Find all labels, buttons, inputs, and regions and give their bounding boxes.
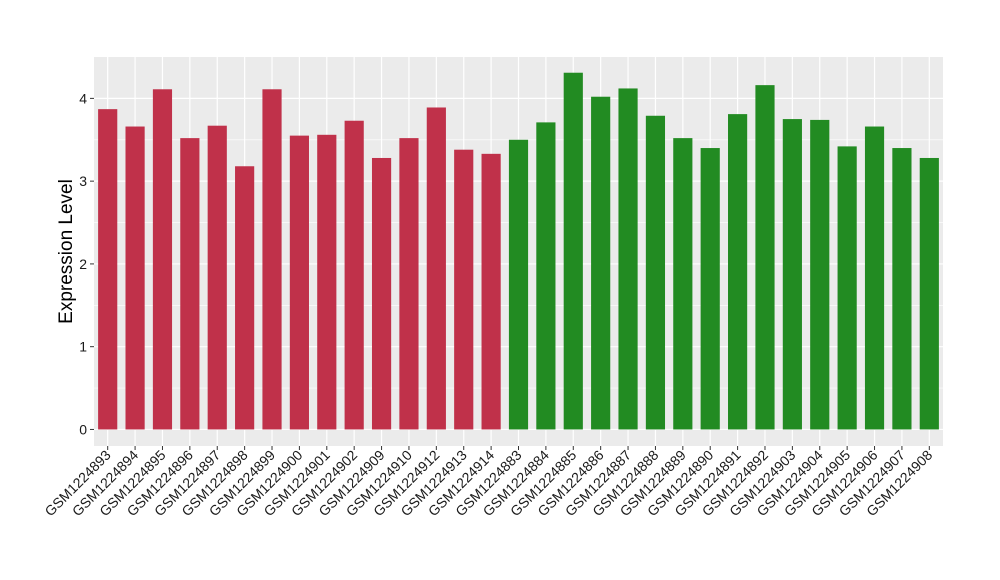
bar-GSM1224901: [317, 134, 337, 430]
bar-GSM1224895: [152, 89, 173, 430]
bar-GSM1224900: [289, 135, 309, 430]
bar-GSM1224899: [262, 89, 282, 430]
bar-GSM1224894: [125, 126, 145, 430]
y-tick-label: 4: [79, 90, 87, 106]
bar-GSM1224893: [98, 109, 118, 430]
bar-GSM1224909: [371, 157, 392, 430]
bar-GSM1224914: [481, 153, 501, 430]
bar-GSM1224886: [591, 96, 611, 430]
bar-GSM1224883: [508, 139, 529, 430]
bar-GSM1224910: [399, 138, 419, 430]
bar-GSM1224903: [782, 119, 802, 430]
y-tick-label: 1: [79, 339, 87, 355]
bar-GSM1224898: [235, 166, 255, 430]
bar-GSM1224887: [618, 88, 638, 430]
bars: [98, 72, 939, 430]
bar-GSM1224888: [645, 115, 666, 430]
y-axis: 0 1 2 3 4: [79, 90, 94, 437]
bar-GSM1224902: [344, 120, 364, 430]
bar-GSM1224907: [892, 148, 912, 430]
y-tick-label: 2: [79, 256, 87, 272]
bar-GSM1224912: [426, 107, 446, 430]
bar-GSM1224885: [563, 72, 583, 430]
bar-GSM1224913: [454, 149, 474, 430]
y-axis-title: Expression Level: [56, 179, 77, 324]
bar-GSM1224897: [207, 125, 227, 430]
y-tick-label: 0: [79, 421, 87, 437]
bar-GSM1224889: [673, 138, 693, 430]
bar-GSM1224890: [700, 148, 720, 430]
bar-GSM1224908: [919, 157, 939, 430]
bar-GSM1224906: [864, 126, 885, 430]
bar-GSM1224891: [728, 114, 748, 430]
bar-GSM1224892: [755, 85, 775, 430]
bar-GSM1224884: [536, 122, 556, 430]
bar-GSM1224904: [810, 119, 830, 430]
bar-GSM1224896: [180, 138, 200, 430]
y-tick-label: 3: [79, 173, 87, 189]
x-axis: GSM1224893GSM1224894GSM1224895GSM1224896…: [41, 446, 936, 519]
bar-GSM1224905: [837, 146, 857, 430]
